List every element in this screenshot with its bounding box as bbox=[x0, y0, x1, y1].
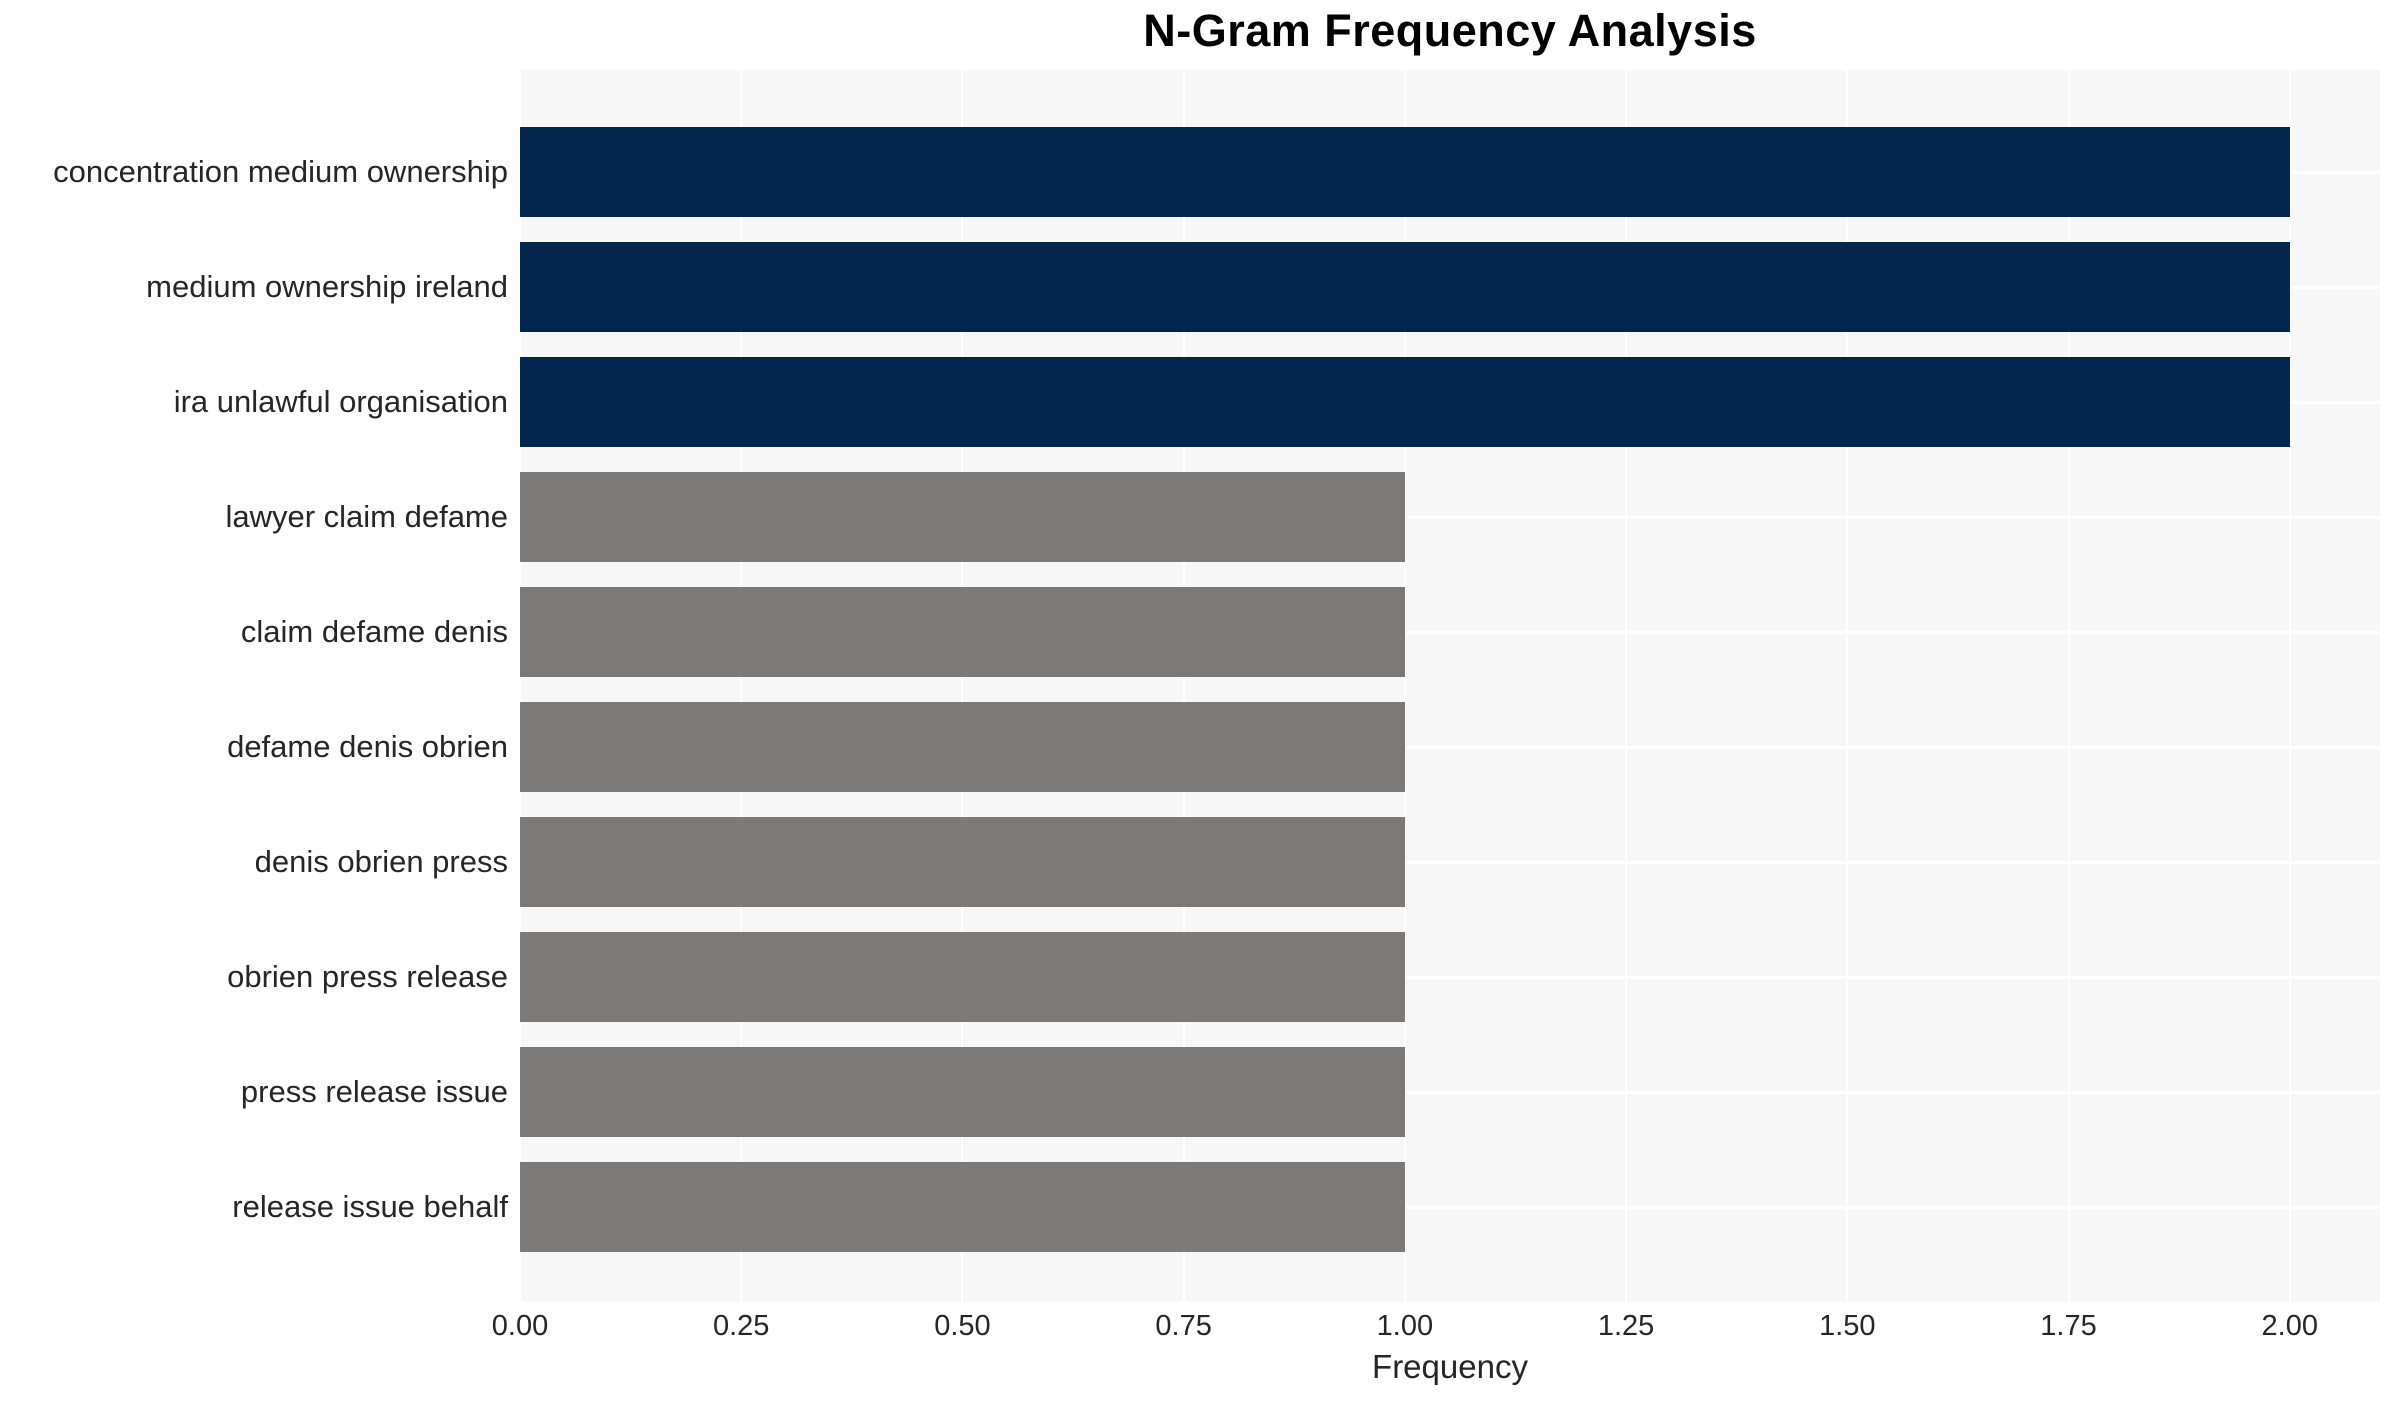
y-tick-label: release issue behalf bbox=[232, 1189, 508, 1224]
horizontal-gridline bbox=[520, 631, 2380, 634]
vertical-gridline bbox=[520, 70, 521, 1302]
vertical-gridline bbox=[1182, 70, 1185, 1302]
plot-area bbox=[520, 70, 2380, 1302]
horizontal-gridline bbox=[520, 746, 2380, 749]
x-tick-label: 2.00 bbox=[2261, 1310, 2318, 1342]
horizontal-gridline bbox=[520, 861, 2380, 864]
chart-title: N-Gram Frequency Analysis bbox=[1143, 5, 1757, 56]
horizontal-gridline bbox=[520, 1091, 2380, 1094]
bar bbox=[520, 357, 2290, 447]
horizontal-gridline bbox=[520, 1206, 2380, 1209]
bar bbox=[520, 127, 2290, 217]
y-tick-label: defame denis obrien bbox=[227, 729, 508, 764]
vertical-gridline bbox=[961, 70, 964, 1302]
y-tick-label: denis obrien press bbox=[254, 844, 508, 879]
bar bbox=[520, 242, 2290, 332]
x-tick-label: 0.50 bbox=[934, 1310, 991, 1342]
x-tick-label: 1.25 bbox=[1597, 1310, 1655, 1342]
y-tick-label: lawyer claim defame bbox=[225, 499, 508, 534]
horizontal-gridline bbox=[520, 516, 2380, 519]
x-tick-label: 1.00 bbox=[1376, 1310, 1434, 1342]
y-tick-label: press release issue bbox=[240, 1074, 508, 1109]
bar bbox=[520, 817, 1405, 907]
x-tick-label: 1.75 bbox=[2040, 1310, 2097, 1342]
y-tick-label: medium ownership ireland bbox=[146, 269, 508, 304]
x-tick-label: 0.75 bbox=[1155, 1310, 1212, 1342]
bar bbox=[520, 472, 1405, 562]
y-axis-labels: concentration medium ownership medium own… bbox=[0, 0, 508, 1402]
bar bbox=[520, 1162, 1405, 1252]
bar bbox=[520, 702, 1405, 792]
y-tick-label: concentration medium ownership bbox=[53, 154, 508, 189]
vertical-gridline bbox=[2067, 70, 2070, 1302]
y-tick-label: ira unlawful organisation bbox=[173, 384, 508, 419]
x-tick-label: 0.25 bbox=[712, 1310, 770, 1342]
bar bbox=[520, 1047, 1405, 1137]
y-tick-label: claim defame denis bbox=[240, 614, 508, 649]
horizontal-gridline bbox=[520, 976, 2380, 979]
vertical-gridline bbox=[2288, 70, 2291, 1302]
bar bbox=[520, 587, 1405, 677]
vertical-gridline bbox=[1846, 70, 1849, 1302]
vertical-gridline bbox=[740, 70, 743, 1302]
vertical-gridline bbox=[1403, 70, 1406, 1302]
bar bbox=[520, 932, 1405, 1022]
y-tick-label: obrien press release bbox=[227, 959, 508, 994]
x-tick-label: 1.50 bbox=[1819, 1310, 1876, 1342]
x-axis-title: Frequency bbox=[1372, 1348, 1528, 1385]
vertical-gridline bbox=[1625, 70, 1628, 1302]
